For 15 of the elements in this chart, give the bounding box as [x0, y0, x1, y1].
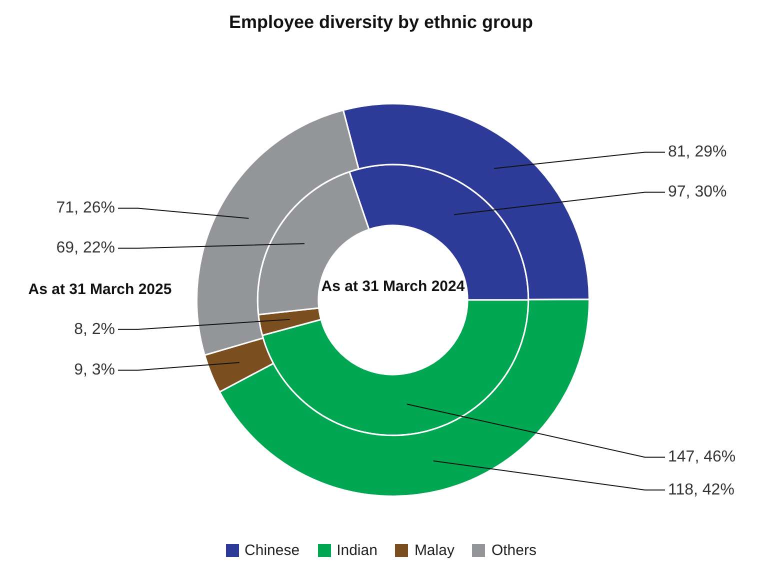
slice-label: As at 31 March 2024 — [320, 277, 466, 297]
data-label: 9, 3% — [74, 362, 115, 379]
slice-label: As at 31 March 2025 — [27, 280, 173, 300]
chart-title: Employee diversity by ethnic group — [228, 12, 534, 33]
data-label: 118, 42% — [668, 481, 734, 498]
data-label: 69, 22% — [56, 240, 115, 257]
legend-label: Indian — [336, 542, 378, 559]
legend-label: Chinese — [244, 542, 300, 559]
data-label: 147, 46% — [668, 448, 736, 466]
data-label: 71, 26% — [56, 200, 115, 217]
data-label: 81, 29% — [668, 144, 727, 161]
data-label: 97, 30% — [668, 184, 727, 201]
legend-label: Malay — [414, 542, 454, 559]
data-label: 8, 2% — [74, 320, 115, 338]
legend-label: Others — [491, 542, 536, 559]
